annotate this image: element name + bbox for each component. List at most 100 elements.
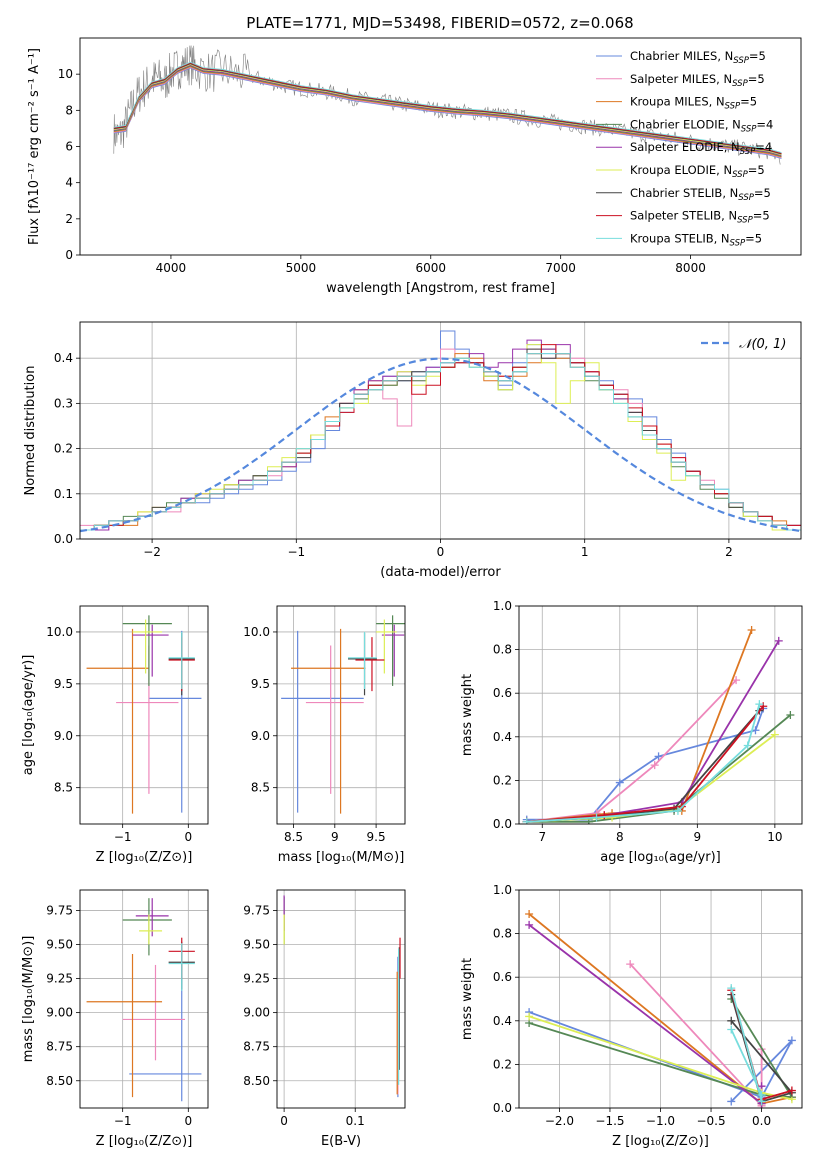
spectrum-ytick-label-4: 8 [65, 103, 73, 117]
model-spectrum-2 [113, 66, 782, 158]
massweight-vs-age-ylabel: mass weight [460, 674, 475, 756]
spectrum-ytick-label-1: 2 [65, 212, 73, 226]
massweight-vs-age-xtick-label-0: 7 [538, 830, 546, 844]
legend-normal-label: 𝒩(0, 1) [739, 337, 786, 352]
mass-vs-EBV-ytick-label-2: 9.00 [243, 1006, 270, 1020]
mass-vs-Z-ytick-label-0: 8.50 [46, 1074, 73, 1088]
spectrum-xtick-label-1: 5000 [286, 261, 317, 275]
massweight-vs-age-frame [518, 605, 803, 825]
massweight-vs-age-line-2 [526, 629, 753, 823]
residuals-xtick-label-0: −2 [143, 545, 161, 559]
massweight-vs-age-marker-8-2 [673, 806, 682, 815]
mass-vs-Z-panel: −1 0 8.50 8.75 9.00 9.25 9.50 9.75 Z [log₁₀(Z/Z⊙… [21, 889, 209, 1149]
legend-label-main-6: Chabrier STELIB, N [630, 186, 738, 200]
age-vs-mass-ytick-label-1: 9.0 [251, 729, 270, 743]
spectrum-xtick-label-2: 6000 [415, 261, 446, 275]
age-vs-Z-xlabel: Z [log₁₀(Z/Z⊙)] [96, 850, 193, 865]
massweight-vs-Z-xtick-label-3: −0.5 [696, 1114, 725, 1128]
massweight-vs-Z-ylabel: mass weight [460, 958, 475, 1040]
model-spectrum-1 [113, 66, 782, 159]
mass-vs-Z-xlabel: Z [log₁₀(Z/Z⊙)] [96, 1134, 193, 1149]
massweight-vs-Z-xtick-label-4: 0.0 [752, 1114, 771, 1128]
massweight-vs-Z-xtick-label-0: −2.0 [545, 1114, 574, 1128]
legend-label-3: Chabrier ELODIE, NSSP=4 [630, 117, 773, 134]
massweight-vs-Z-panel: −2.0 −1.5 −1.0 −0.5 0.0 0.0 0.2 0.4 0.6 0.8 1.0 Z [… [460, 883, 803, 1149]
massweight-vs-age-plot-area [522, 625, 795, 824]
legend-label-6: Chabrier STELIB, NSSP=5 [630, 186, 771, 203]
mass-vs-EBV-ytick-label-3: 9.25 [243, 972, 270, 986]
massweight-vs-Z-ytick-label-0: 0.0 [493, 1101, 512, 1115]
legend-label-sub-0: SSP [733, 56, 749, 66]
mass-vs-Z-frame [79, 889, 209, 1109]
mass-vs-Z-xtick-label-0: −1 [114, 1114, 132, 1128]
mass-vs-EBV-ytick-label-0: 8.50 [243, 1074, 270, 1088]
residuals-ytick-label-0: 0.0 [54, 532, 73, 546]
legend-label-sub-6: SSP [738, 193, 754, 203]
massweight-vs-age-xtick-label-1: 8 [616, 830, 624, 844]
mass-vs-EBV-xlabel: E(B-V) [321, 1134, 361, 1149]
age-vs-Z-ytick-label-2: 9.5 [54, 677, 73, 691]
massweight-vs-Z-marker-6-3 [727, 1016, 736, 1025]
legend-label-tail-1: =5 [748, 72, 765, 86]
massweight-vs-Z-marker-0-2 [787, 1036, 796, 1045]
massweight-vs-Z-marker-1-0 [626, 960, 635, 969]
age-vs-Z-xtick-label-1: 0 [184, 830, 192, 844]
massweight-vs-Z-plot-area [525, 909, 796, 1108]
age-vs-mass-ytick-label-2: 9.5 [251, 677, 270, 691]
massweight-vs-Z-marker-7-2 [787, 1086, 796, 1095]
normal-curve [80, 357, 801, 533]
residuals-xtick-label-4: 2 [725, 545, 733, 559]
massweight-vs-Z-line-4 [528, 924, 763, 1106]
legend-label-sub-5: SSP [732, 170, 748, 180]
spectrum-xtick-label-4: 8000 [675, 261, 706, 275]
massweight-vs-age-marker-8-1 [592, 813, 601, 822]
massweight-vs-age-ytick-label-0: 0.0 [493, 817, 512, 831]
mass-vs-EBV-xtick-label-1: 0.1 [346, 1114, 365, 1128]
age-vs-Z-panel: −1 0 8.5 9.0 9.5 10.0 Z [log₁₀(Z/Z⊙)] age [log₁… [21, 605, 209, 865]
massweight-vs-Z-ytick-label-2: 0.4 [493, 1014, 512, 1028]
residuals-ytick-label-4: 0.4 [54, 351, 73, 365]
age-vs-Z-plot-area [86, 615, 202, 814]
legend-label-1: Salpeter MILES, NSSP=5 [630, 72, 765, 89]
massweight-vs-age-marker-8-0 [522, 817, 531, 824]
age-vs-Z-ytick-label-0: 8.5 [54, 781, 73, 795]
residuals-xtick-label-3: 1 [581, 545, 589, 559]
legend-label-main-8: Kroupa STELIB, N [630, 231, 730, 245]
massweight-vs-age-xlabel: age [log₁₀(age/yr)] [600, 850, 721, 865]
mass-vs-EBV-frame [276, 889, 406, 1109]
legend-label-5: Kroupa ELODIE, NSSP=5 [630, 163, 765, 180]
mass-vs-EBV-ytick-label-1: 8.75 [243, 1040, 270, 1054]
age-vs-mass-xtick-label-1: 9 [331, 830, 339, 844]
figure-title: PLATE=1771, MJD=53498, FIBERID=0572, z=0… [246, 14, 633, 32]
spectrum-plot-area [113, 45, 782, 165]
massweight-vs-age-ytick-label-2: 0.4 [493, 730, 512, 744]
mass-vs-Z-ytick-label-5: 9.75 [46, 903, 73, 917]
spectrum-xlabel: wavelength [Angstrom, rest frame] [326, 281, 555, 296]
age-vs-mass-xlabel: mass [log₁₀(M/M⊙)] [278, 850, 405, 865]
massweight-vs-Z-marker-8-0 [727, 984, 736, 993]
legend-label-main-0: Chabrier MILES, N [630, 49, 733, 63]
massweight-vs-Z-ytick-label-3: 0.6 [493, 970, 512, 984]
legend-label-tail-3: =4 [756, 117, 773, 131]
mass-vs-EBV-plot-area [283, 895, 401, 1098]
age-vs-Z-ytick-label-3: 10.0 [46, 625, 73, 639]
residuals-panel: −2 −1 0 1 2 0.0 0.1 0.2 0.3 0.4 (data-model)/error… [23, 321, 802, 580]
age-vs-mass-ytick-label-0: 8.5 [251, 781, 270, 795]
massweight-vs-Z-ytick-label-1: 0.2 [493, 1057, 512, 1071]
legend-label-sub-3: SSP [741, 124, 757, 134]
massweight-vs-Z-xtick-label-1: −1.5 [595, 1114, 624, 1128]
massweight-vs-Z-marker-0-3 [727, 1097, 736, 1106]
massweight-vs-Z-marker-8-3 [727, 1025, 736, 1034]
mass-vs-EBV-xtick-label-0: 0 [280, 1114, 288, 1128]
legend-label-tail-4: =4 [755, 140, 772, 154]
massweight-vs-age-line-5 [526, 733, 776, 823]
mass-vs-Z-ytick-label-4: 9.50 [46, 938, 73, 952]
massweight-vs-age-ytick-label-5: 1.0 [493, 599, 512, 613]
age-vs-Z-frame [79, 605, 209, 825]
age-vs-mass-xtick-label-0: 8.5 [284, 830, 303, 844]
massweight-vs-age-xtick-label-3: 10 [767, 830, 782, 844]
model-spectrum-6 [113, 63, 782, 155]
legend-label-main-2: Kroupa MILES, N [630, 95, 725, 109]
massweight-vs-Z-marker-5-0 [525, 1012, 534, 1021]
